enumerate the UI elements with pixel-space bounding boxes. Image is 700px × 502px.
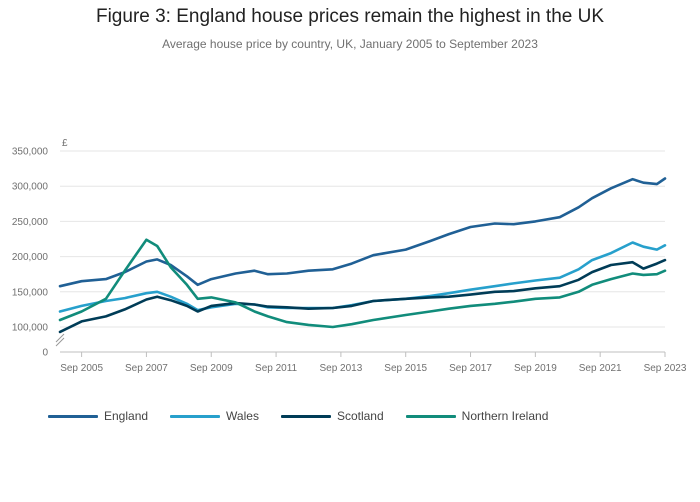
series-line-scotland (58, 258, 667, 334)
y-tick-label: 0 (42, 348, 48, 359)
x-axis: Sep 2005 Sep 2007 Sep 2009 Sep 2011 Sep 2013… (60, 351, 687, 374)
x-tick-label: Sep 2009 (190, 363, 233, 374)
y-tick-label: 150,000 (12, 287, 49, 298)
y-axis: 0 100,000 150,000 200,000 250,000 300,000 350,… (12, 147, 65, 359)
legend-label: England (104, 409, 149, 423)
x-tick-label: Sep 2011 (255, 363, 298, 374)
series-line-northern-ireland (58, 238, 667, 329)
legend-swatch (170, 414, 221, 418)
y-tick-label: 350,000 (12, 147, 49, 158)
legend-swatch (405, 414, 456, 418)
series-line-wales (58, 241, 667, 313)
legend-item-scotland: Scotland (280, 409, 384, 423)
y-tick-label: 250,000 (12, 217, 49, 228)
legend-item-northern-ireland: Northern Ireland (405, 409, 549, 423)
x-tick-label: Sep 2017 (449, 363, 492, 374)
x-tick-label: Sep 2005 (60, 363, 103, 374)
legend: England Wales Scotland Northern Ireland (48, 409, 570, 423)
x-tick-label: Sep 2007 (125, 363, 168, 374)
y-axis-label: £ (62, 138, 68, 149)
y-tick-label: 200,000 (12, 252, 49, 263)
y-tick-label: 100,000 (12, 323, 49, 334)
legend-label: Scotland (336, 409, 384, 423)
y-tick-label: 300,000 (12, 182, 49, 193)
x-tick-label: Sep 2021 (579, 363, 622, 374)
legend-swatch (280, 414, 331, 418)
x-tick-label: Sep 2019 (514, 363, 557, 374)
series-lines (58, 177, 667, 334)
axis-break-mark (55, 333, 65, 347)
legend-swatch (48, 414, 98, 418)
grid-lines (60, 150, 665, 328)
series-line-england (58, 177, 667, 288)
legend-item-england: England (48, 409, 148, 423)
x-tick-label: Sep 2023 (644, 363, 687, 374)
x-tick-label: Sep 2015 (384, 363, 427, 374)
chart-title: Figure 3: England house prices remain th… (95, 6, 605, 27)
legend-item-wales: Wales (170, 409, 259, 423)
x-tick-label: Sep 2013 (319, 363, 362, 374)
legend-label: Wales (226, 409, 259, 423)
chart-subtitle: Average house price by country, UK, Janu… (162, 37, 538, 51)
legend-label: Northern Ireland (461, 409, 549, 423)
